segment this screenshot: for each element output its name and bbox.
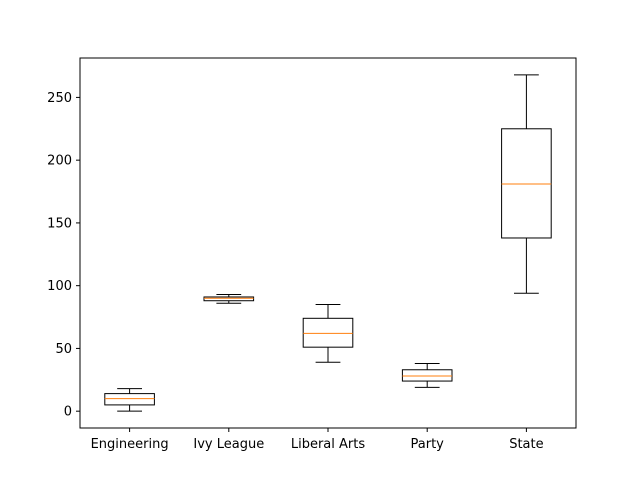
- box-liberal-arts: [302, 303, 354, 363]
- iqr-box: [302, 317, 354, 348]
- y-tick-label: 0: [64, 405, 72, 420]
- y-tick-label: 150: [47, 216, 72, 231]
- iqr-box: [401, 369, 453, 382]
- x-tick-label: Engineering: [91, 437, 169, 452]
- y-tick-label: 250: [47, 91, 72, 106]
- x-tick-label: Party: [411, 437, 445, 452]
- y-tick-label: 100: [47, 279, 72, 294]
- y-tick-label: 200: [47, 154, 72, 169]
- x-tick-label: State: [509, 437, 543, 452]
- x-tick-label: Liberal Arts: [291, 437, 365, 452]
- iqr-box: [203, 296, 255, 302]
- plot-area-frame: [79, 57, 577, 429]
- box-ivy-league: [203, 293, 255, 304]
- x-tick-label: Ivy League: [193, 437, 264, 452]
- boxes-layer: [104, 74, 552, 412]
- iqr-box: [501, 128, 552, 239]
- x-axis: Engineering Ivy League Liberal Arts Party St…: [91, 428, 544, 452]
- box-engineering: [104, 388, 155, 412]
- iqr-box: [104, 393, 155, 406]
- box-state: [501, 74, 552, 294]
- box-party: [401, 362, 453, 388]
- y-tick-label: 50: [55, 342, 72, 357]
- y-axis: 0 50 100 150 200 250: [47, 91, 80, 420]
